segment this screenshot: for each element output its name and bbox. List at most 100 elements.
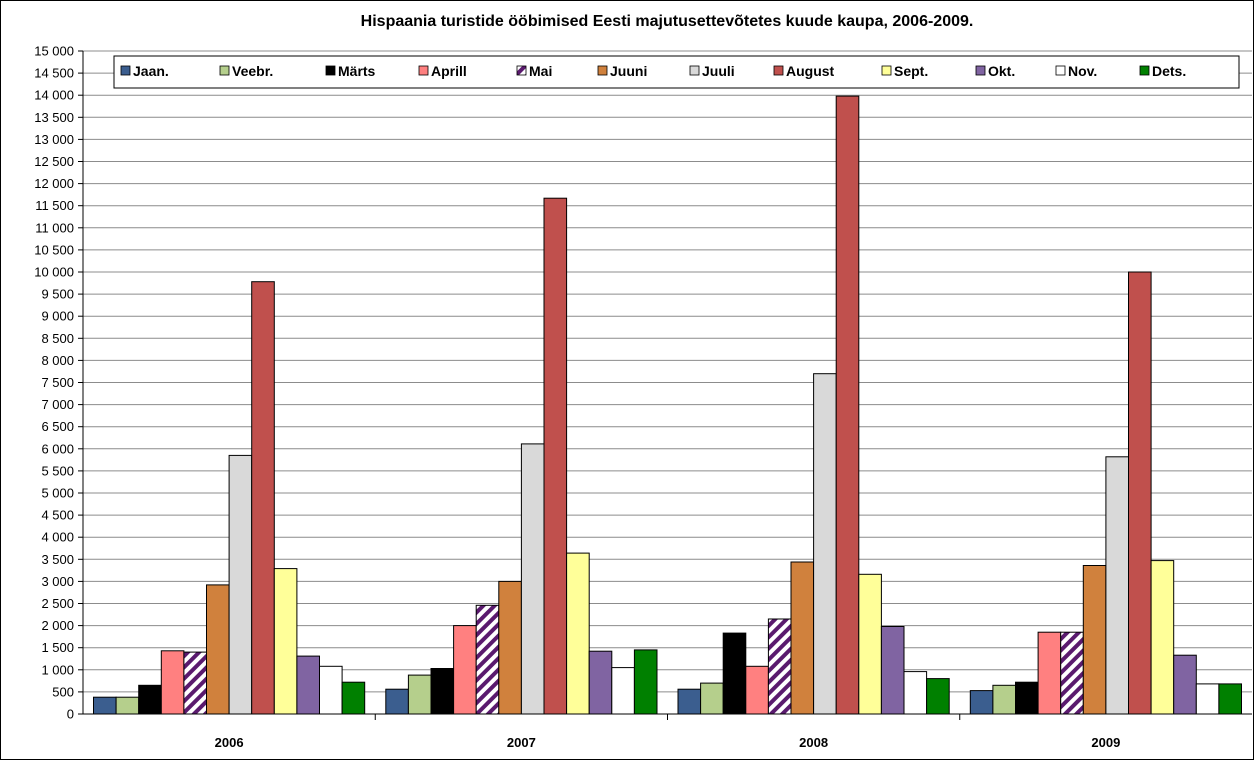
- y-tick-label: 3 000: [41, 574, 74, 589]
- bar-2008-11: [903, 671, 928, 715]
- bar-2007-2: [407, 674, 432, 715]
- y-tick-label: 500: [52, 684, 74, 699]
- bar-2007-4: [453, 625, 477, 715]
- legend-label: Märts: [338, 63, 376, 79]
- bar-2007-12: [633, 649, 658, 715]
- bar-2006-8: [251, 281, 275, 715]
- legend-label: Juuli: [702, 63, 735, 79]
- bar-2009-2: [992, 684, 1017, 715]
- y-tick-label: 1 000: [41, 662, 74, 677]
- bar-2007-9: [566, 552, 590, 715]
- legend-swatch: [773, 65, 784, 76]
- legend-label: Sept.: [894, 63, 928, 79]
- bar-2008-12: [926, 678, 950, 715]
- legend-swatch: [1139, 65, 1150, 76]
- bar-2009-10: [1173, 654, 1197, 715]
- legend-swatch: [120, 65, 131, 76]
- bar-2009-8: [1128, 271, 1152, 715]
- y-axis-ticks: 0 500 1 000 1 500 2 000 2 500 3 000 3 500 4 000 4…: [34, 44, 83, 722]
- legend-swatch: [689, 65, 700, 76]
- legend-label: Mai: [529, 63, 552, 79]
- y-tick-label: 5 500: [41, 463, 74, 478]
- bar-2008-4: [745, 665, 769, 715]
- bar-2008-2: [700, 682, 724, 715]
- y-tick-label: 3 500: [41, 552, 74, 567]
- y-tick-label: 13 500: [34, 110, 74, 125]
- bar-2007-7: [520, 443, 545, 715]
- bar-2006-11: [319, 665, 343, 715]
- bar-2008-8: [835, 95, 860, 715]
- y-tick-label: 6 500: [41, 419, 74, 434]
- bar-2006-2: [115, 696, 140, 715]
- bar-2007-11: [611, 667, 635, 715]
- legend-label: Dets.: [1152, 63, 1186, 79]
- bar-2006-5: [183, 651, 207, 715]
- legend-label: Nov.: [1068, 63, 1097, 79]
- y-tick-label: 4 500: [41, 508, 74, 523]
- bar-2007-10: [588, 650, 613, 715]
- bar-2008-6: [790, 561, 815, 715]
- axes: [82, 51, 1252, 720]
- x-axis-categories: 2006 2007 2008 2009: [215, 735, 1121, 750]
- legend: Jaan. Veebr. Märts Aprill Mai Juuni Juuli Augus…: [113, 55, 1240, 89]
- y-tick-label: 5 000: [41, 486, 74, 501]
- chart-title: Hispaania turistide ööbimised Eesti maju…: [361, 13, 974, 30]
- bar-2007-3: [430, 668, 455, 715]
- bar-2007-5: [475, 604, 500, 715]
- x-category-label: 2009: [1091, 735, 1120, 750]
- legend-label: Veebr.: [232, 63, 273, 79]
- bar-2009-5: [1060, 631, 1084, 715]
- bar-2006-1: [93, 696, 117, 715]
- y-tick-label: 2 000: [41, 618, 74, 633]
- y-tick-label: 9 500: [41, 287, 74, 302]
- bar-2007-1: [385, 688, 409, 715]
- x-category-label: 2007: [507, 735, 536, 750]
- bar-2008-3: [722, 632, 747, 715]
- legend-swatch: [1055, 65, 1066, 76]
- bar-2006-9: [273, 568, 298, 715]
- y-tick-label: 8 500: [41, 331, 74, 346]
- y-tick-label: 10 500: [34, 242, 74, 257]
- bar-2009-12: [1218, 683, 1243, 715]
- legend-box: [113, 55, 1240, 89]
- bar-2009-11: [1195, 683, 1220, 715]
- legend-swatch: [881, 65, 892, 76]
- y-tick-label: 2 500: [41, 596, 74, 611]
- y-tick-label: 15 000: [34, 44, 74, 59]
- bar-2006-3: [138, 684, 162, 715]
- legend-label: Okt.: [988, 63, 1015, 79]
- x-category-label: 2006: [215, 735, 244, 750]
- legend-label: Jaan.: [133, 63, 169, 79]
- bar-2009-6: [1082, 565, 1107, 715]
- y-tick-label: 10 000: [34, 265, 74, 280]
- legend-swatch: [325, 65, 336, 76]
- bar-2007-6: [498, 580, 522, 715]
- legend-swatch: [975, 65, 986, 76]
- legend-label: Juuni: [610, 63, 647, 79]
- bar-2009-1: [969, 690, 994, 715]
- y-tick-label: 14 000: [34, 88, 74, 103]
- y-tick-label: 11 000: [35, 220, 74, 235]
- y-tick-label: 6 000: [41, 441, 74, 456]
- y-tick-label: 13 000: [34, 132, 74, 147]
- bar-2008-9: [858, 573, 882, 715]
- bar-2006-12: [341, 681, 366, 715]
- y-tick-label: 4 000: [41, 530, 74, 545]
- bar-2009-3: [1015, 681, 1039, 715]
- y-tick-label: 11 500: [35, 198, 74, 213]
- legend-swatch: [418, 65, 429, 76]
- legend-label: Aprill: [431, 63, 467, 79]
- bar-2008-1: [677, 688, 702, 715]
- bar-2006-6: [206, 584, 230, 715]
- y-tick-label: 12 500: [34, 154, 74, 169]
- bar-2008-5: [767, 618, 792, 715]
- legend-label: August: [786, 63, 835, 79]
- bar-2006-7: [228, 454, 253, 715]
- y-tick-label: 12 000: [34, 176, 74, 191]
- bar-2007-8: [543, 197, 568, 715]
- x-category-label: 2008: [799, 735, 828, 750]
- legend-swatch: [516, 65, 527, 76]
- bars: [93, 95, 1243, 715]
- bar-2009-7: [1105, 456, 1130, 715]
